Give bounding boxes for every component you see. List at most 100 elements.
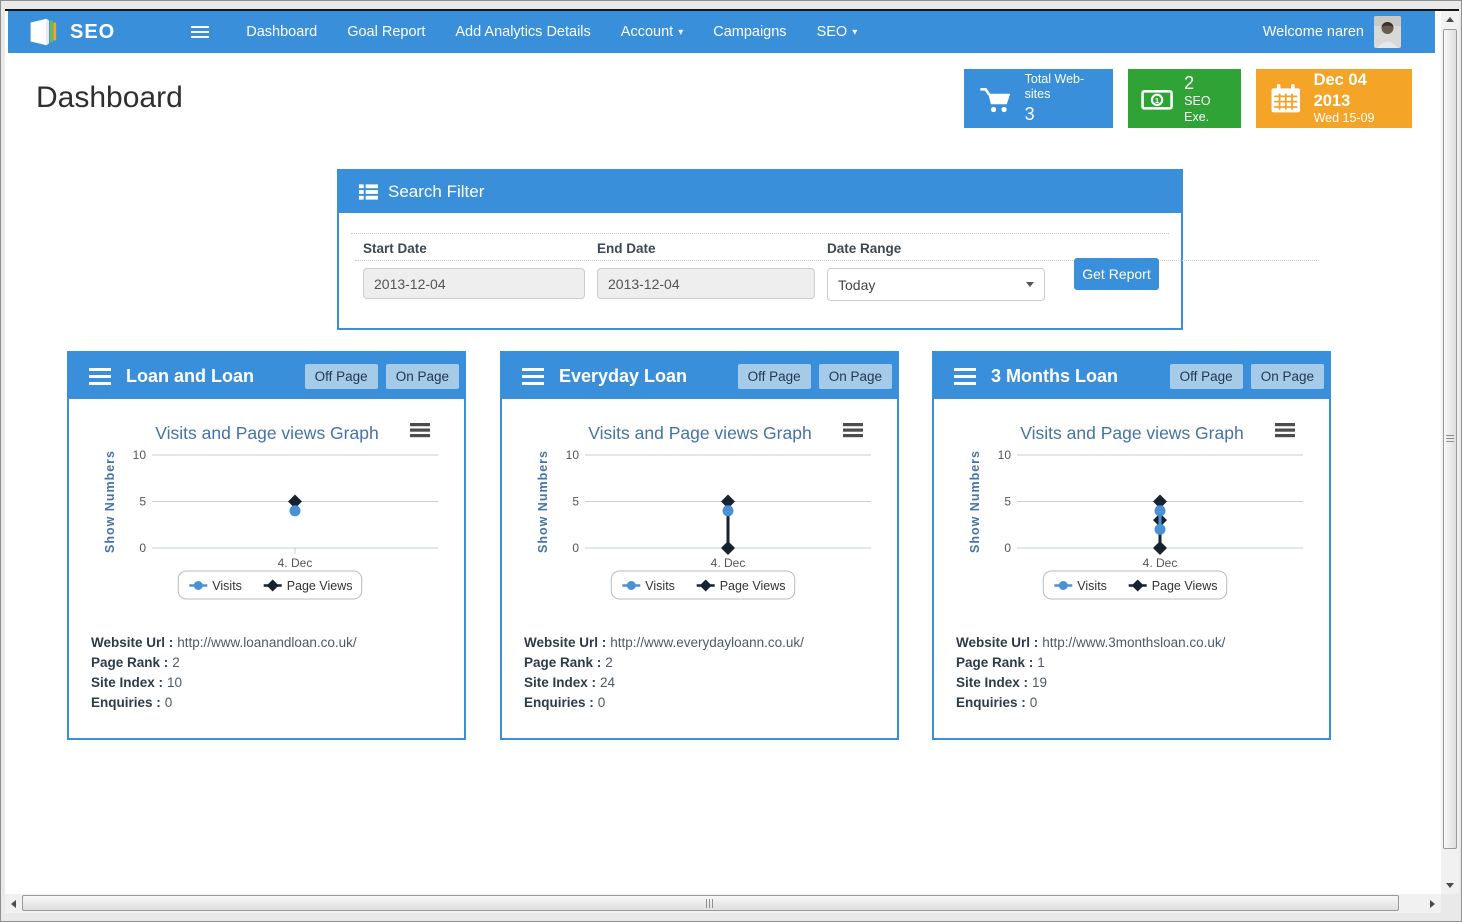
- panel-header: Everyday Loan Off Page On Page: [502, 353, 897, 399]
- svg-text:Visits and Page views Graph: Visits and Page views Graph: [1020, 423, 1243, 443]
- panel-3-months-loan: 3 Months Loan Off Page On Page 0 5 10 4. De…: [932, 351, 1331, 740]
- divider: [355, 260, 1317, 261]
- nav-item-add-analytics-details[interactable]: Add Analytics Details: [455, 24, 591, 40]
- money-icon: 1: [1141, 89, 1173, 110]
- svg-text:Visits and Page views Graph: Visits and Page views Graph: [155, 423, 378, 443]
- svg-text:5: 5: [1004, 495, 1011, 509]
- on-page-button[interactable]: On Page: [1250, 363, 1324, 389]
- tile-date: Dec 04 2013 Wed 15-09: [1256, 69, 1412, 128]
- nav-item-dashboard[interactable]: Dashboard: [246, 24, 318, 40]
- search-filter-body: Start Date End Date Date Range Today Get…: [339, 213, 1317, 328]
- detail-row: Page Rank :2: [524, 655, 613, 670]
- svg-text:Show Numbers: Show Numbers: [103, 450, 117, 553]
- scroll-down-button[interactable]: [1441, 878, 1459, 893]
- horizontal-scrollbar[interactable]: [5, 894, 1441, 913]
- panel-title: Loan and Loan: [126, 365, 254, 386]
- scroll-right-button[interactable]: [1425, 894, 1440, 913]
- off-page-button[interactable]: Off Page: [304, 363, 378, 389]
- on-page-button[interactable]: On Page: [385, 363, 459, 389]
- brand-label: SEO: [70, 20, 116, 43]
- off-page-button[interactable]: Off Page: [737, 363, 811, 389]
- tile-label: Total Web-sites: [1024, 71, 1085, 102]
- on-page-button[interactable]: On Page: [818, 363, 892, 389]
- detail-row: Site Index :19: [956, 675, 1048, 690]
- avatar[interactable]: [1374, 16, 1401, 48]
- hamburger-icon[interactable]: [522, 367, 544, 385]
- scroll-left-icon: [11, 899, 16, 908]
- search-filter-panel: Search Filter Start Date End Date Date R…: [337, 169, 1317, 330]
- svg-text:Visits: Visits: [645, 579, 675, 593]
- website-details: Website Url : http://www.3monthsloan.co.u…: [934, 633, 1329, 713]
- brand-link[interactable]: SEO: [24, 16, 115, 48]
- chart-context-menu-icon[interactable]: [1275, 423, 1295, 438]
- detail-row: Site Index :10: [91, 675, 183, 690]
- nav-menu: Dashboard Goal Report Add Analytics Deta…: [231, 11, 872, 53]
- nav-item-account[interactable]: Account ▾: [620, 24, 684, 40]
- website-details: Website Url : http://www.loanandloan.co.u…: [69, 633, 464, 713]
- panel-loan-and-loan: Loan and Loan Off Page On Page 0 5 10 4. De…: [67, 351, 466, 740]
- end-date-input[interactable]: [597, 268, 815, 299]
- divider: [351, 233, 1169, 234]
- navbar: SEO Dashboard Goal Report Add Analytics …: [8, 11, 1435, 53]
- svg-text:Visits: Visits: [212, 579, 242, 593]
- chart-context-menu-icon[interactable]: [843, 423, 863, 438]
- detail-row: Website Url : http://www.3monthsloan.co.u…: [956, 635, 1226, 650]
- svg-text:10: 10: [133, 448, 147, 462]
- tile-seo-exe: 1 2 SEO Exe.: [1128, 69, 1241, 128]
- nav-item-goal-report[interactable]: Goal Report: [347, 24, 426, 40]
- horizontal-scrollbar-thumb[interactable]: [22, 895, 1399, 911]
- detail-row: Enquiries :0: [956, 695, 1038, 710]
- cart-icon: [980, 87, 1011, 112]
- svg-text:Page Views: Page Views: [287, 579, 353, 593]
- chart-context-menu-icon[interactable]: [410, 423, 430, 438]
- svg-text:Page Views: Page Views: [1152, 579, 1218, 593]
- svg-text:Show Numbers: Show Numbers: [968, 450, 982, 553]
- list-icon: [359, 184, 378, 200]
- vertical-scrollbar[interactable]: [1441, 11, 1459, 894]
- tile-label: Wed 15-09: [1313, 111, 1375, 126]
- date-range-selected-value: Today: [838, 276, 876, 293]
- scrollbar-grip: [706, 898, 715, 908]
- detail-row: Site Index :24: [524, 675, 616, 690]
- end-date-label: End Date: [597, 241, 656, 256]
- scroll-up-button[interactable]: [1441, 12, 1459, 27]
- panel-body: 0 5 10 4. Dec Visits and Page views Graph Sho…: [934, 409, 1329, 713]
- navbar-right: Welcome naren: [1263, 16, 1401, 48]
- website-details: Website Url : http://www.everydayloann.co…: [502, 633, 897, 713]
- panel-body: 0 5 10 4. Dec Visits and Page views Graph Sho…: [502, 409, 897, 713]
- panel-body: 0 5 10 4. Dec Visits and Page views Graph Sho…: [69, 409, 464, 713]
- date-range-select[interactable]: Today: [827, 268, 1045, 301]
- start-date-input[interactable]: [363, 268, 585, 299]
- detail-row: Website Url : http://www.everydayloann.co…: [524, 635, 804, 650]
- window-top-border: [5, 9, 1459, 11]
- svg-text:Visits and Page views Graph: Visits and Page views Graph: [588, 423, 811, 443]
- avatar-photo: [1374, 16, 1401, 48]
- vertical-scrollbar-thumb[interactable]: [1443, 29, 1457, 849]
- page-title: Dashboard: [36, 81, 183, 114]
- nav-item-campaigns[interactable]: Campaigns: [713, 24, 787, 40]
- hamburger-icon[interactable]: [89, 367, 111, 385]
- hamburger-icon[interactable]: [954, 367, 976, 385]
- panel-header: Loan and Loan Off Page On Page: [69, 353, 464, 399]
- page-viewport: SEO Dashboard Goal Report Add Analytics …: [5, 11, 1441, 894]
- book-icon: [30, 18, 57, 46]
- scroll-left-button[interactable]: [6, 894, 21, 913]
- tile-total-websites: Total Web-sites 3: [964, 69, 1113, 128]
- caret-down-icon: [1026, 282, 1034, 287]
- date-range-label: Date Range: [827, 241, 902, 256]
- scrollbar-grip: [1446, 435, 1454, 443]
- caret-down-icon: ▾: [852, 26, 858, 38]
- off-page-button[interactable]: Off Page: [1169, 363, 1243, 389]
- panel-title: 3 Months Loan: [991, 365, 1118, 386]
- scroll-right-icon: [1430, 899, 1435, 908]
- get-report-button[interactable]: Get Report: [1074, 258, 1159, 290]
- detail-row: Enquiries :0: [524, 695, 606, 710]
- svg-text:5: 5: [139, 495, 146, 509]
- search-filter-header: Search Filter: [339, 171, 1181, 213]
- menu-toggle-hamburger-icon[interactable]: [191, 25, 210, 39]
- svg-text:4. Dec: 4. Dec: [278, 556, 313, 570]
- svg-text:Visits: Visits: [1077, 579, 1107, 593]
- svg-text:4. Dec: 4. Dec: [711, 556, 746, 570]
- nav-item-seo[interactable]: SEO ▾: [816, 24, 858, 40]
